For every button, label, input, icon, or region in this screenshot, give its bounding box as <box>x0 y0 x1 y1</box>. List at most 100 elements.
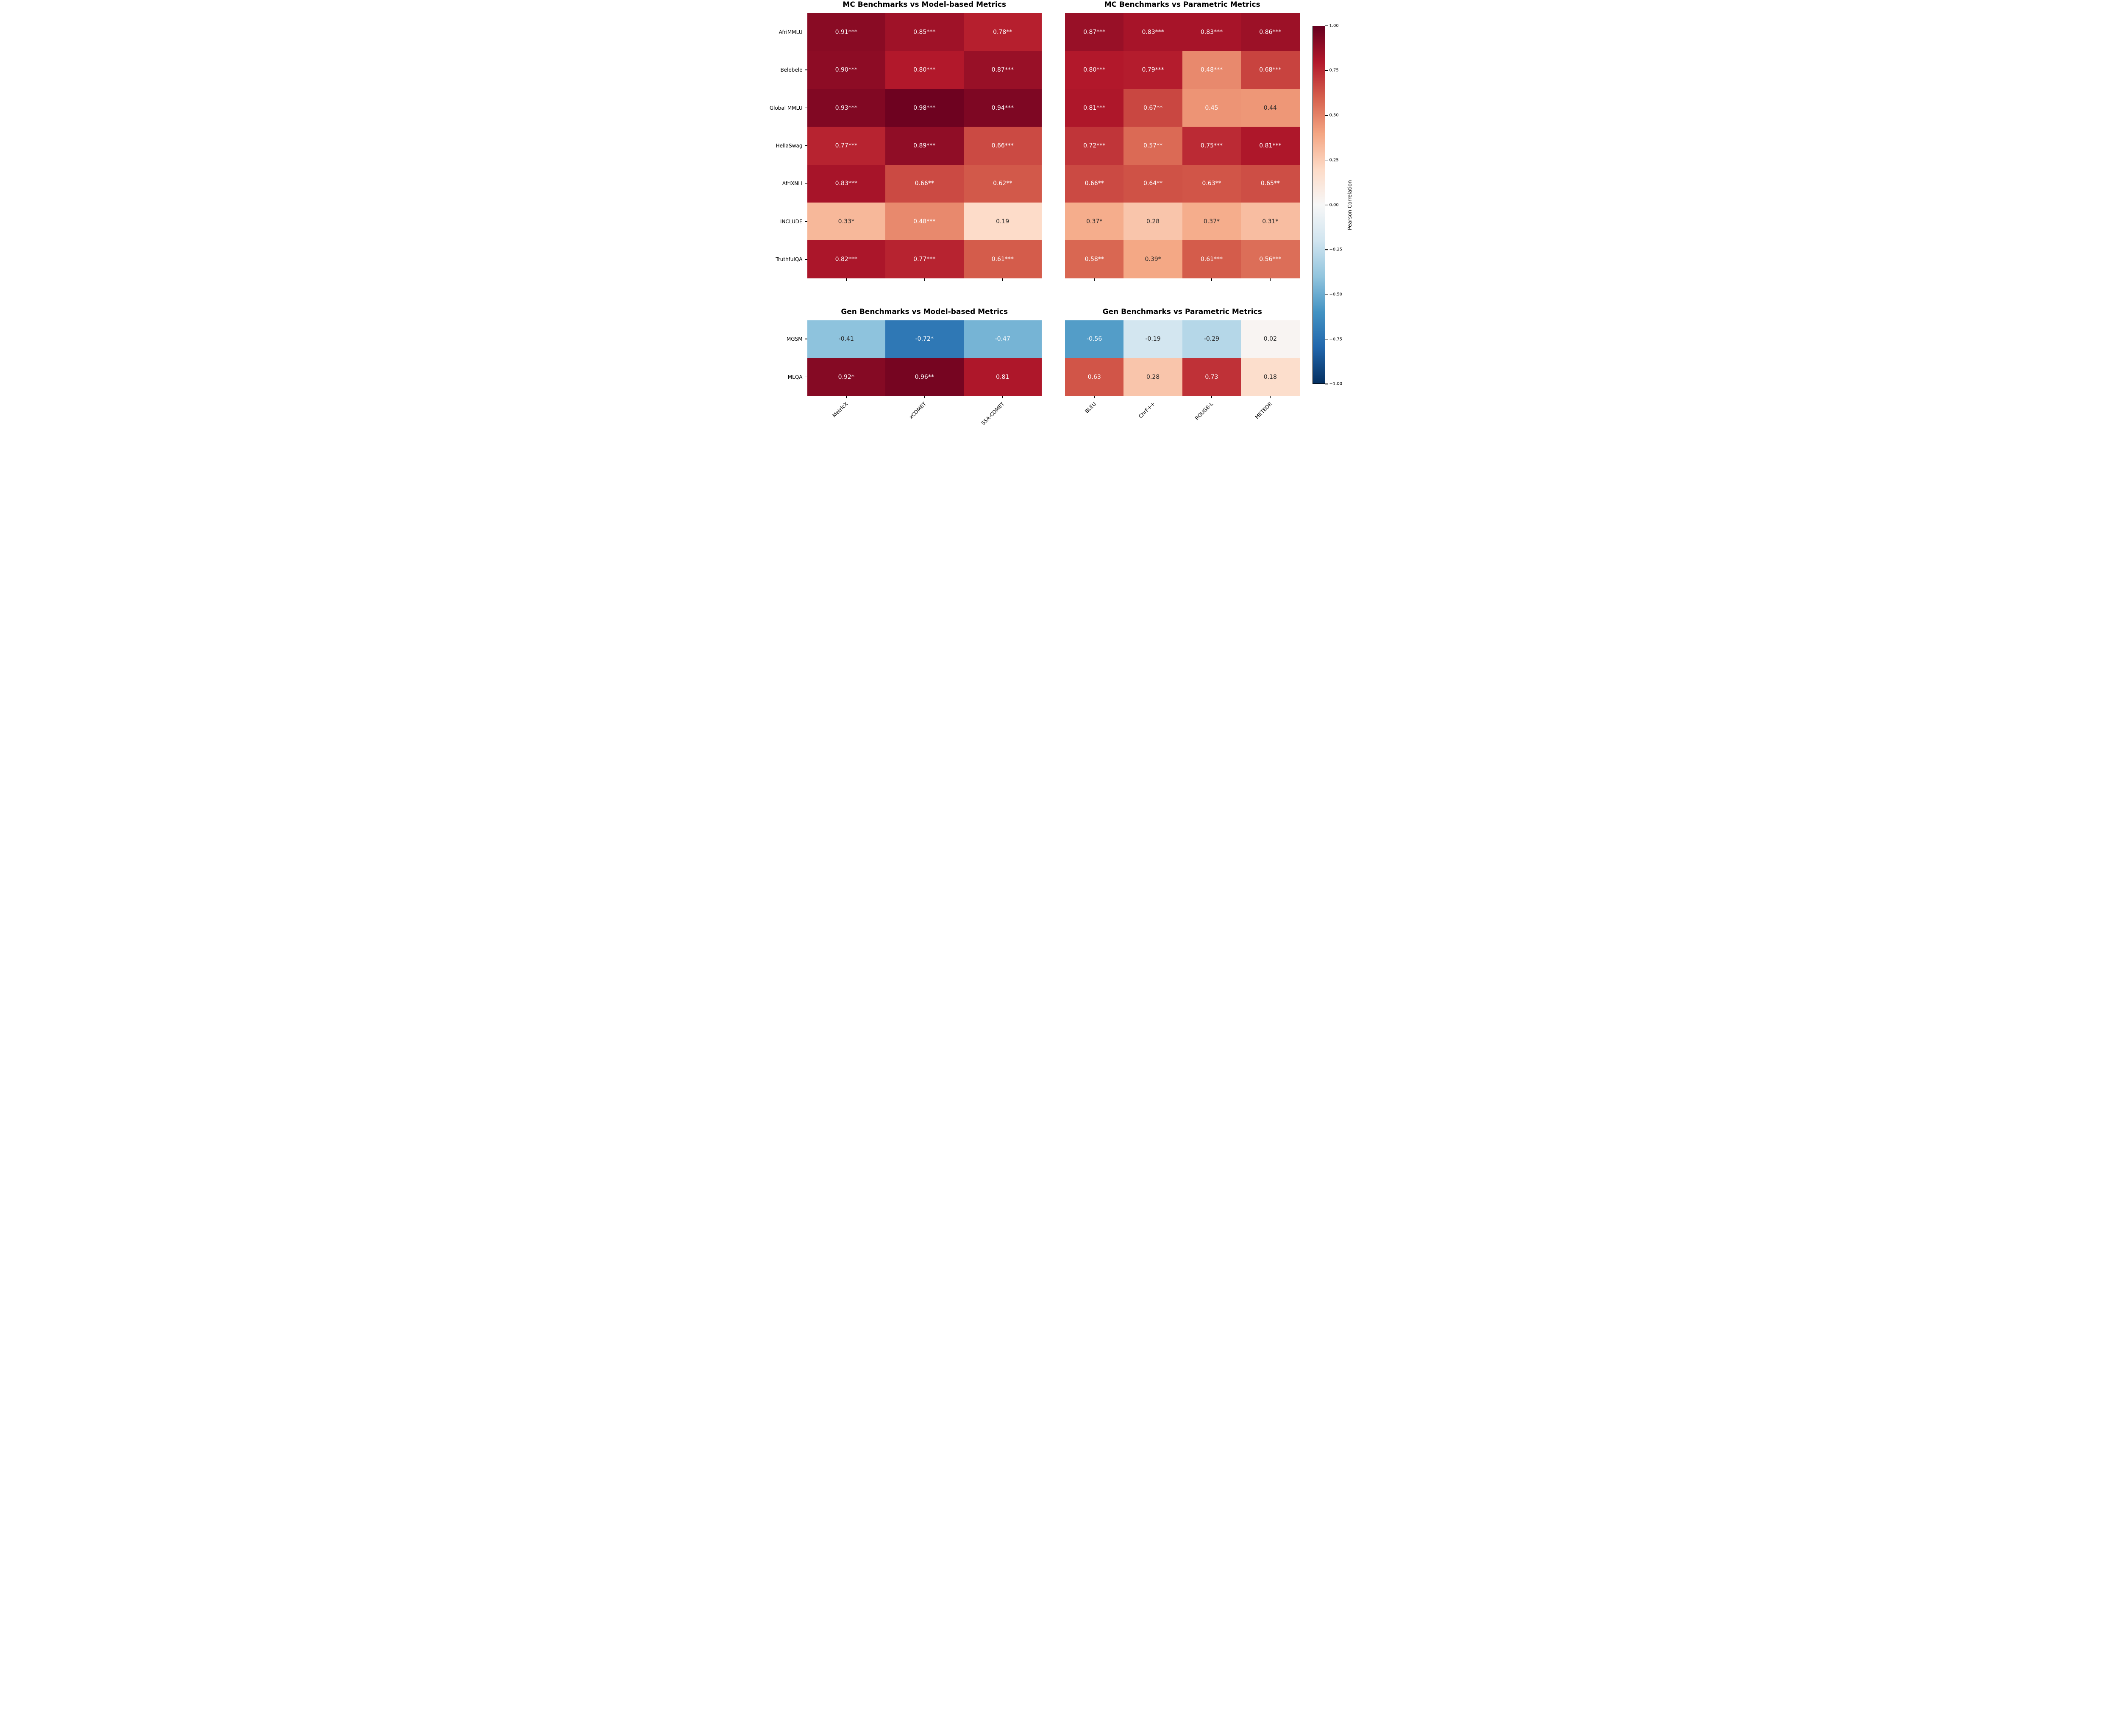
x-axis-tick <box>846 396 847 399</box>
heatmap-cell: 0.80*** <box>1065 51 1124 89</box>
y-axis-tick <box>804 221 807 222</box>
heatmap-cell: 0.45 <box>1182 89 1241 127</box>
heatmap-cell: 0.83*** <box>807 164 885 203</box>
colorbar-tick-label: −0.50 <box>1329 292 1343 297</box>
colorbar-tick-label: 0.00 <box>1329 203 1339 208</box>
heatmap-cell: 0.94*** <box>963 89 1042 127</box>
cell-value: 0.02 <box>1263 336 1277 343</box>
cell-value: 0.83*** <box>835 180 857 187</box>
colorbar-axis-label: Pearson Correlation <box>1346 180 1353 230</box>
heatmap-cell: 0.19 <box>963 203 1042 241</box>
x-axis-label: SSA-COMET <box>980 401 1006 427</box>
heatmap-cell: 0.82*** <box>807 240 885 278</box>
x-axis-label: xCOMET <box>908 401 928 420</box>
cell-value: 0.81*** <box>1083 104 1106 111</box>
cell-value: 0.81*** <box>1259 142 1282 149</box>
heatmap-cell: 0.80*** <box>885 51 964 89</box>
heatmap-panel-gen-parametric: Gen Benchmarks vs Parametric Metrics -0.… <box>1065 308 1300 422</box>
x-axis-tick <box>1094 278 1095 281</box>
colorbar-tick <box>1325 70 1328 71</box>
cell-value: 0.87*** <box>1083 28 1106 36</box>
cell-value: 0.89*** <box>913 142 936 149</box>
cell-value: 0.58** <box>1085 256 1104 263</box>
heatmap-grid: -0.56 -0.19 -0.29 0.02 0.63 0.28 0.73 0.18 <box>1065 320 1300 396</box>
heatmap-cell: 0.81*** <box>1241 127 1300 165</box>
colorbar-tick <box>1325 115 1328 116</box>
cell-value: 0.73 <box>1205 373 1218 381</box>
cell-value: 0.48*** <box>913 218 936 225</box>
heatmap-cell: 0.81*** <box>1065 89 1124 127</box>
y-axis-label: HellaSwag <box>776 142 803 149</box>
heatmap-cell: -0.19 <box>1123 320 1182 358</box>
colorbar-tick <box>1325 339 1328 340</box>
y-axis-tick <box>804 376 807 378</box>
cell-value: 0.86*** <box>1259 28 1282 36</box>
heatmap-cell: 0.37* <box>1182 203 1241 241</box>
correlation-heatmaps-figure: MC Benchmarks vs Model-based Metrics 0.9… <box>766 0 1353 434</box>
cell-value: 0.82*** <box>835 256 857 263</box>
heatmap-cell: 0.96** <box>885 358 964 396</box>
cell-value: 0.83*** <box>1200 28 1223 36</box>
panel-title: Gen Benchmarks vs Model-based Metrics <box>841 307 1008 316</box>
heatmap-cell: 0.93*** <box>807 89 885 127</box>
y-axis-tick <box>804 183 807 184</box>
cell-value: 0.98*** <box>913 104 936 111</box>
heatmap-cell: 0.73 <box>1182 358 1241 396</box>
x-axis-label: MetricX <box>831 401 849 419</box>
heatmap-cell: 0.02 <box>1241 320 1300 358</box>
heatmap-panel-mc-model-based: MC Benchmarks vs Model-based Metrics 0.9… <box>770 0 1042 281</box>
heatmap-cell: 0.65** <box>1241 164 1300 203</box>
heatmap-cell: 0.92* <box>807 358 885 396</box>
heatmap-cell: 0.87*** <box>963 51 1042 89</box>
y-axis-tick <box>804 259 807 260</box>
cell-value: 0.45 <box>1205 104 1218 111</box>
cell-value: -0.56 <box>1087 336 1102 343</box>
heatmap-cell: 0.31* <box>1241 203 1300 241</box>
heatmap-cell: 0.37* <box>1065 203 1124 241</box>
x-axis-label: ROUGE-L <box>1194 401 1215 422</box>
cell-value: 0.66*** <box>991 142 1014 149</box>
x-axis-tick <box>924 396 925 399</box>
y-axis-label: MGSM <box>786 336 803 342</box>
x-axis-tick <box>1152 396 1154 399</box>
heatmap-cell: 0.61*** <box>1182 240 1241 278</box>
cell-value: 0.18 <box>1263 373 1277 381</box>
colorbar-tick <box>1325 204 1328 206</box>
heatmap-cell: 0.72*** <box>1065 127 1124 165</box>
cell-value: 0.37* <box>1086 218 1103 225</box>
heatmap-cell: 0.89*** <box>885 127 964 165</box>
heatmap-cell: 0.44 <box>1241 89 1300 127</box>
heatmap-cell: 0.75*** <box>1182 127 1241 165</box>
heatmap-cell: 0.77*** <box>807 127 885 165</box>
cell-value: 0.44 <box>1263 104 1277 111</box>
cell-value: 0.93*** <box>835 104 857 111</box>
cell-value: 0.94*** <box>991 104 1014 111</box>
panel-title: Gen Benchmarks vs Parametric Metrics <box>1102 307 1262 316</box>
colorbar-tick-label: −1.00 <box>1329 381 1343 386</box>
x-axis-tick <box>1094 396 1095 399</box>
cell-value: 0.61*** <box>1200 256 1223 263</box>
x-axis-tick <box>924 278 925 281</box>
cell-value: 0.83*** <box>1142 28 1164 36</box>
heatmap-cell: 0.77*** <box>885 240 964 278</box>
y-axis-label: MLQA <box>787 374 803 380</box>
heatmap-grid: -0.41 -0.72* -0.47 0.92* 0.96** 0.81 <box>807 320 1042 396</box>
heatmap-grid: 0.87*** 0.83*** 0.83*** 0.86*** 0.80*** 0.79*… <box>1065 13 1300 278</box>
cell-value: 0.66** <box>915 180 934 187</box>
colorbar-tick <box>1325 383 1328 385</box>
heatmap-cell: 0.28 <box>1123 203 1182 241</box>
heatmap-cell: 0.78** <box>963 13 1042 51</box>
colorbar-tick <box>1325 294 1328 295</box>
heatmap-cell: 0.61*** <box>963 240 1042 278</box>
cell-value: 0.61*** <box>991 256 1014 263</box>
cell-value: 0.63** <box>1202 180 1221 187</box>
heatmap-cell: 0.81 <box>963 358 1042 396</box>
heatmap-cell: 0.63 <box>1065 358 1124 396</box>
cell-value: 0.75*** <box>1200 142 1223 149</box>
cell-value: 0.48*** <box>1200 67 1223 74</box>
x-axis-tick <box>1211 278 1212 281</box>
heatmap-cell: 0.91*** <box>807 13 885 51</box>
colorbar-tick-label: −0.25 <box>1329 247 1343 252</box>
x-axis-label: BLEU <box>1084 401 1098 415</box>
y-axis-label: AfriXNLI <box>782 181 803 187</box>
